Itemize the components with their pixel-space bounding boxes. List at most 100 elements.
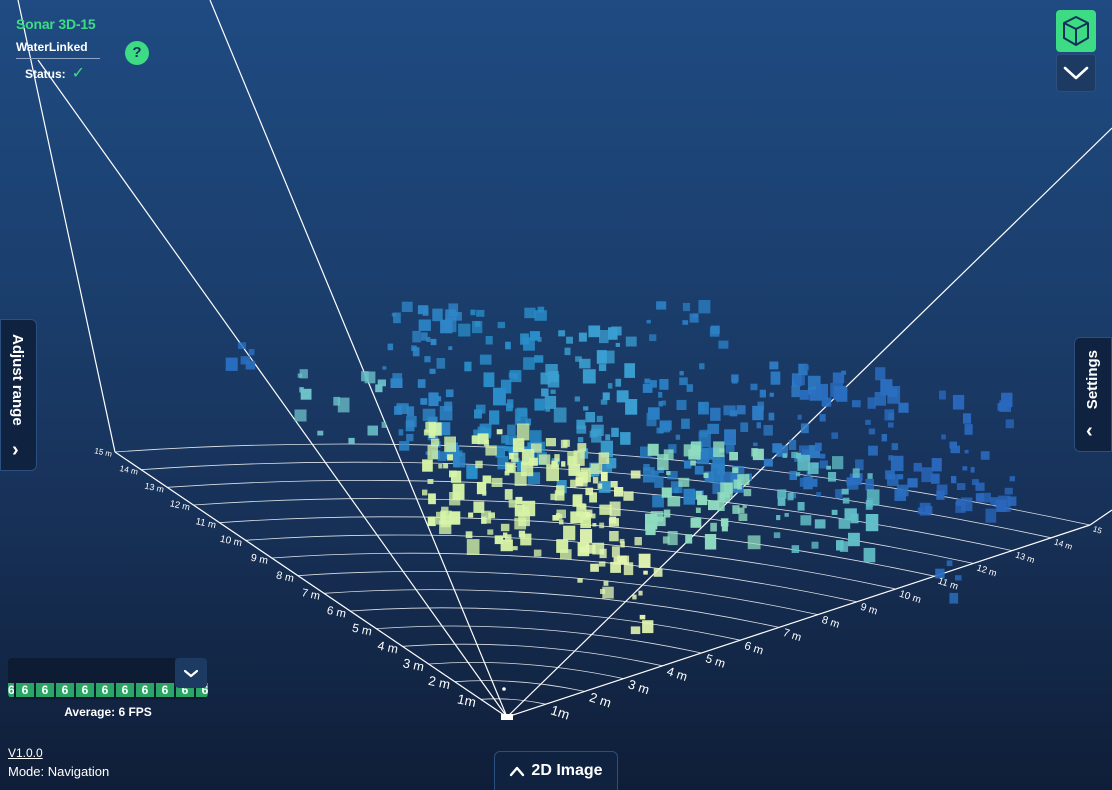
sonar-point	[538, 454, 551, 465]
sonar-point	[963, 413, 972, 424]
sonar-point	[596, 415, 603, 423]
sonar-point	[667, 531, 678, 546]
range-label: 3 m	[402, 655, 426, 674]
sonar-point	[717, 464, 725, 475]
range-label: 5 m	[351, 621, 373, 639]
range-label: 1m	[456, 691, 478, 710]
sonar-point	[751, 448, 758, 457]
range-label: 4 m	[665, 664, 689, 684]
sonar-point	[421, 332, 428, 341]
sonar-point	[645, 523, 656, 536]
range-label: 7 m	[781, 627, 802, 644]
sonar-point	[505, 435, 517, 446]
sonar-point	[572, 495, 582, 507]
sonar-point	[496, 429, 503, 435]
sonar-point	[418, 319, 431, 331]
sonar-point	[615, 342, 620, 347]
fps-dropdown-button[interactable]	[175, 658, 207, 688]
sonar-point	[712, 454, 725, 469]
view-3d-button[interactable]	[1056, 10, 1096, 52]
chevron-right-icon: ›	[12, 439, 19, 461]
sonar-point	[447, 445, 460, 460]
sonar-point	[399, 441, 410, 451]
sonar-point	[396, 403, 409, 414]
settings-tab[interactable]: Settings ‹	[1074, 337, 1112, 452]
sonar-point	[598, 481, 611, 493]
sonar-point	[422, 489, 428, 496]
sonar-point	[582, 369, 596, 384]
sonar-point	[658, 391, 663, 398]
sonar-point	[406, 433, 414, 442]
sonar-point	[524, 307, 536, 319]
fps-average: Average: 6 FPS	[64, 705, 152, 719]
waterlinked-logo: WaterLinked	[16, 40, 100, 59]
sonar-point	[583, 406, 589, 411]
sonar-point	[508, 372, 514, 378]
fps-cell: 6	[116, 683, 134, 697]
sonar-point	[693, 313, 698, 318]
image-2d-button[interactable]: 2D Image	[494, 751, 618, 790]
sonar-point	[361, 371, 369, 382]
sonar-point	[654, 413, 660, 419]
sonar-point	[752, 405, 764, 421]
sonar-point	[674, 487, 679, 494]
sonar-point	[605, 434, 611, 441]
sonar-point	[888, 455, 894, 461]
sonar-point	[907, 478, 918, 488]
collapse-toolbar-button[interactable]	[1056, 54, 1096, 92]
sonar-point	[936, 484, 948, 495]
sonar-point	[763, 425, 773, 436]
sonar-point	[694, 465, 704, 475]
sonar-point	[422, 459, 433, 472]
sonar-point	[438, 464, 443, 469]
sonar-point	[596, 350, 607, 364]
sonar-point	[753, 442, 758, 447]
sonar-point	[485, 336, 493, 345]
sonar-point	[642, 383, 653, 393]
range-label: 9 m	[250, 553, 269, 567]
sonar-point	[575, 356, 582, 362]
sonar-point	[317, 430, 324, 436]
range-label: 14 m	[1053, 536, 1074, 551]
sonar-point	[477, 426, 487, 438]
sonar-point	[819, 460, 828, 469]
range-arc	[324, 589, 780, 628]
sonar-point	[803, 364, 809, 371]
sonar-point	[497, 321, 506, 329]
sonar-point	[390, 378, 403, 388]
sonar-point	[506, 403, 513, 412]
range-label: 2 m	[427, 673, 452, 692]
sonar-point	[865, 500, 873, 510]
sonar-point	[429, 368, 436, 374]
sonar-point	[556, 509, 566, 519]
sonar-point	[550, 493, 557, 501]
version-link[interactable]: V1.0.0	[8, 746, 43, 760]
sonar-point	[394, 406, 402, 415]
range-label: 3 m	[626, 676, 651, 697]
sonar-point	[585, 487, 594, 496]
sonar-point	[919, 502, 931, 516]
sonar-point	[819, 453, 826, 459]
sonar-point	[615, 378, 622, 387]
sonar-point	[662, 536, 670, 544]
sonar-point	[509, 452, 514, 460]
range-label: 13 m	[1014, 549, 1036, 565]
sonar-point	[576, 503, 587, 517]
sonar-point	[894, 489, 906, 501]
sonar-point	[881, 434, 887, 442]
sonar-point	[679, 377, 688, 386]
sonar-point	[599, 548, 607, 559]
help-button[interactable]: ?	[125, 41, 149, 65]
sonar-point	[603, 580, 609, 586]
sonar-point	[466, 465, 478, 478]
sonar-point	[505, 341, 511, 350]
sonar-point	[936, 490, 945, 500]
sonar-point	[573, 450, 585, 466]
sonar-point	[838, 518, 851, 529]
sonar-point	[985, 508, 997, 523]
sonar-point	[474, 321, 481, 327]
sonar-point	[348, 437, 355, 444]
adjust-range-tab[interactable]: Adjust range ›	[0, 319, 37, 471]
sonar-point	[890, 455, 904, 472]
